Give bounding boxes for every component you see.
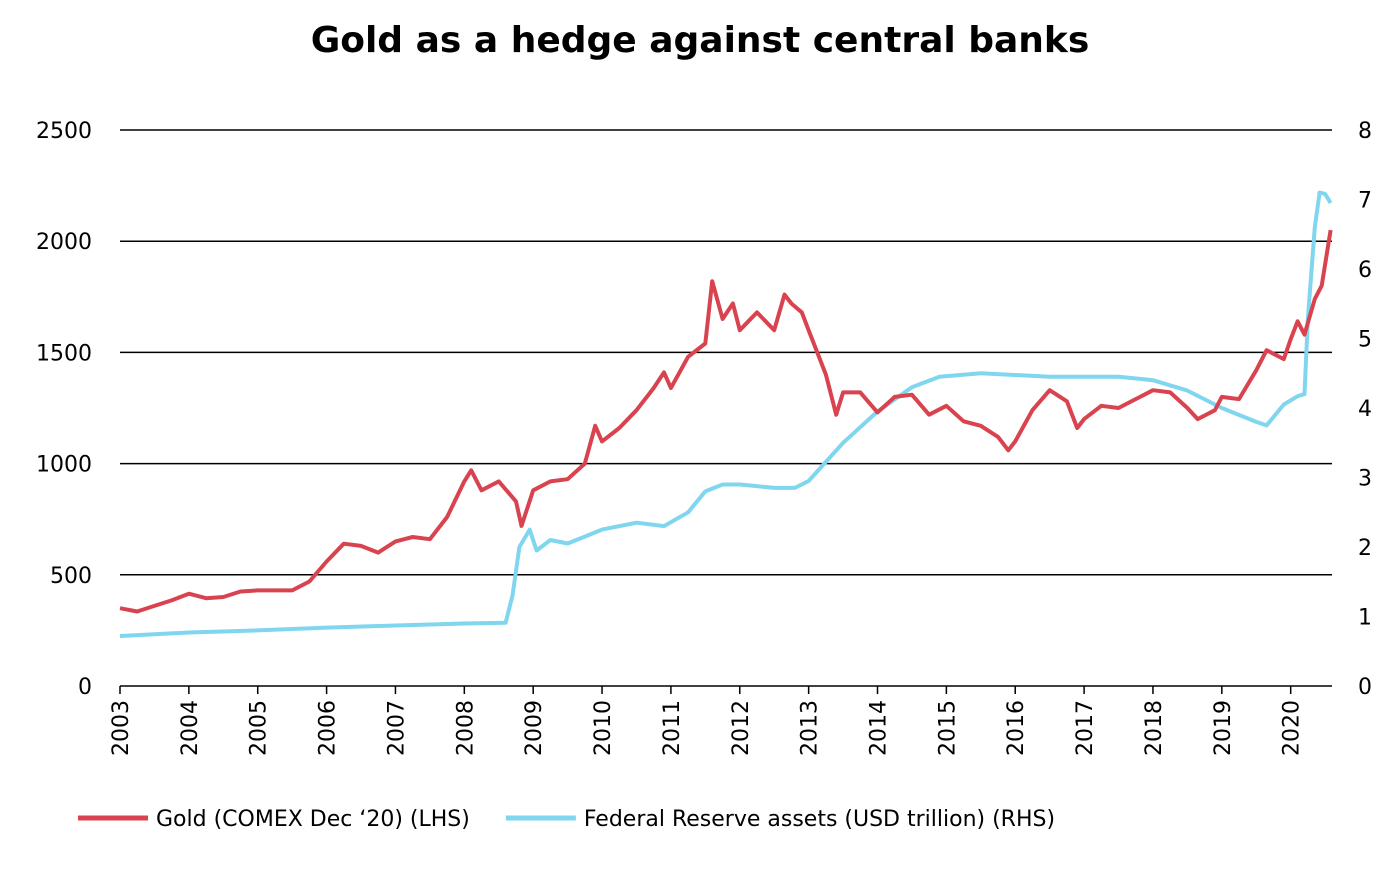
x-tick-label: 2011 [660, 700, 685, 756]
x-tick-label: 2007 [384, 700, 409, 756]
y2-tick-label: 2 [1358, 536, 1372, 561]
y2-tick-label: 7 [1358, 189, 1372, 214]
y-tick-label: 1000 [36, 453, 92, 478]
y-tick-label: 2500 [36, 119, 92, 144]
x-tick-label: 2012 [729, 700, 754, 756]
series-line [119, 229, 1333, 614]
y2-tick-label: 0 [1358, 675, 1372, 700]
x-tick-label: 2015 [935, 700, 960, 756]
x-tick-label: 2009 [522, 700, 547, 756]
y-tick-label: 2000 [36, 230, 92, 255]
legend-label: Federal Reserve assets (USD trillion) (R… [584, 807, 1055, 832]
y2-tick-label: 4 [1358, 397, 1372, 422]
series-line [119, 190, 1333, 638]
x-tick-label: 2008 [453, 700, 478, 756]
legend-label: Gold (COMEX Dec ‘20) (LHS) [156, 807, 470, 832]
y2-tick-label: 3 [1358, 467, 1372, 492]
x-tick-label: 2005 [247, 700, 272, 756]
x-tick-label: 2017 [1073, 700, 1098, 756]
x-tick-label: 2018 [1142, 700, 1167, 756]
x-tick-label: 2004 [178, 700, 203, 756]
x-tick-label: 2006 [316, 700, 341, 756]
x-tick-label: 2019 [1211, 700, 1236, 756]
x-tick-label: 2020 [1280, 700, 1305, 756]
y2-tick-label: 8 [1358, 119, 1372, 144]
x-tick-label: 2010 [591, 700, 616, 756]
y2-tick-label: 1 [1358, 606, 1372, 631]
x-tick-label: 2014 [867, 700, 892, 756]
x-tick-label: 2016 [1004, 700, 1029, 756]
y-tick-label: 500 [50, 564, 92, 589]
y-tick-label: 0 [78, 675, 92, 700]
chart-title: Gold as a hedge against central banks [311, 20, 1090, 61]
x-tick-label: 2013 [798, 700, 823, 756]
y2-tick-label: 6 [1358, 258, 1372, 283]
y2-tick-label: 5 [1358, 328, 1372, 353]
y-tick-label: 1500 [36, 341, 92, 366]
x-tick-label: 2003 [109, 700, 134, 756]
